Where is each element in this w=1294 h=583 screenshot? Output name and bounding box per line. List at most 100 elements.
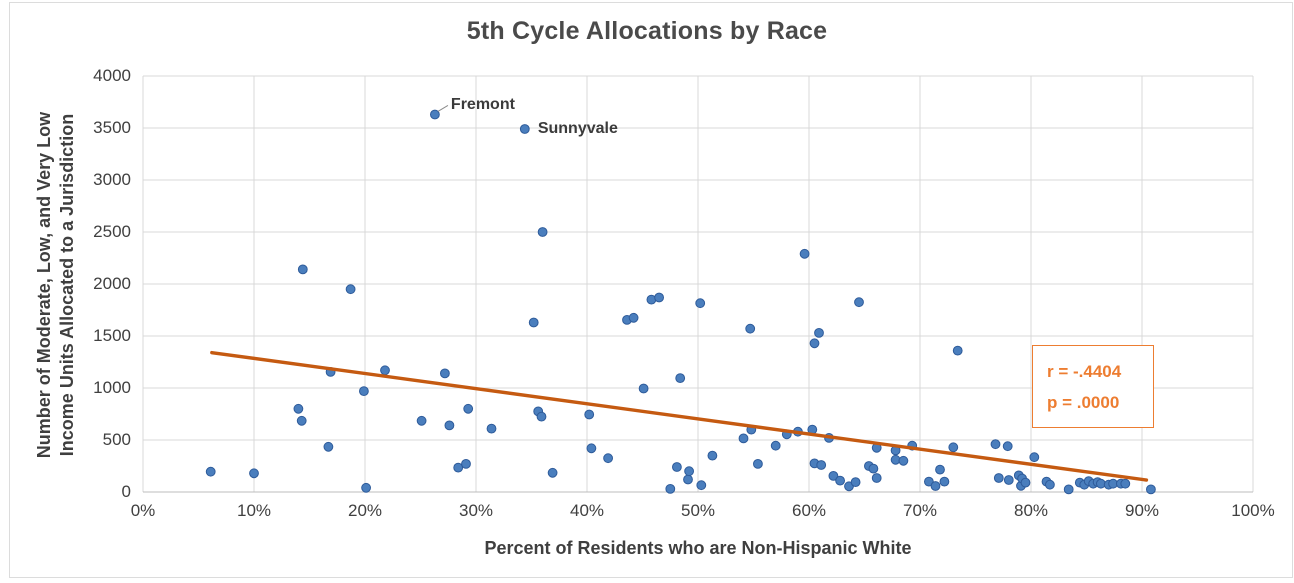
data-point	[638, 383, 649, 394]
data-point	[628, 312, 639, 323]
x-tick-label: 100%	[1231, 501, 1275, 520]
data-point	[205, 466, 216, 477]
y-tick-label: 1000	[93, 378, 131, 397]
data-point	[672, 462, 682, 472]
data-point	[695, 298, 706, 309]
data-point	[359, 386, 369, 397]
data-point	[871, 473, 882, 483]
chart-frame-border	[9, 2, 1293, 578]
x-tick-label: 50%	[680, 501, 716, 520]
data-point	[828, 471, 839, 481]
data-point	[603, 453, 613, 464]
point-label-sunnyvale: Sunnyvale	[537, 120, 618, 138]
data-point	[854, 297, 864, 308]
data-point	[380, 365, 390, 376]
data-point	[586, 443, 597, 454]
y-tick-label: 500	[102, 430, 131, 449]
y-tick-label: 4000	[93, 66, 131, 85]
data-point	[1045, 479, 1055, 490]
data-point	[1029, 452, 1040, 463]
data-point	[453, 462, 464, 473]
data-point	[745, 323, 756, 334]
data-point	[249, 468, 259, 479]
data-point	[654, 292, 664, 303]
x-tick-label: 10%	[236, 501, 272, 520]
data-point	[416, 415, 427, 426]
data-point	[1146, 484, 1156, 495]
data-point	[930, 481, 941, 491]
data-point	[323, 441, 334, 452]
y-tick-label: 0	[121, 482, 131, 501]
data-point	[444, 420, 455, 431]
data-point	[684, 466, 694, 477]
data-point	[1003, 475, 1014, 485]
x-tick-label: 80%	[1013, 501, 1049, 520]
data-point	[898, 455, 909, 466]
data-point	[1120, 478, 1131, 489]
data-point	[990, 439, 1001, 450]
data-point	[293, 403, 304, 414]
data-point	[935, 464, 945, 475]
data-point	[440, 368, 450, 379]
x-tick-label: 90%	[1124, 501, 1160, 520]
fremont-leader-line	[437, 105, 449, 112]
point-label-fremont: Fremont	[450, 96, 515, 114]
data-point	[850, 477, 861, 488]
data-point	[463, 403, 474, 414]
data-point	[1020, 477, 1031, 488]
data-point	[738, 433, 749, 444]
data-point	[296, 415, 307, 426]
data-point	[461, 459, 471, 469]
data-point	[835, 475, 845, 486]
data-point	[809, 338, 820, 349]
data-point	[696, 480, 707, 491]
data-point	[993, 473, 1004, 483]
x-tick-label: 0%	[130, 501, 156, 520]
data-point	[707, 450, 718, 461]
data-point	[683, 474, 693, 485]
data-point	[1002, 441, 1013, 452]
data-point	[537, 227, 548, 237]
data-point	[952, 345, 963, 356]
y-tick-label: 1500	[93, 326, 131, 345]
x-tick-label: 60%	[791, 501, 827, 520]
data-point	[430, 109, 440, 120]
data-point	[675, 373, 686, 384]
y-tick-label: 2000	[93, 274, 131, 293]
x-axis-title: Percent of Residents who are Non-Hispani…	[484, 538, 912, 558]
data-point	[584, 409, 595, 420]
data-point	[528, 317, 539, 328]
x-tick-label: 40%	[569, 501, 605, 520]
y-tick-label: 3500	[93, 118, 131, 137]
data-point	[547, 467, 558, 478]
y-axis-title-line1: Number of Moderate, Low, and Very Low	[34, 111, 54, 459]
data-point	[924, 476, 934, 487]
p-value-text: p = .0000	[1047, 393, 1120, 412]
data-point	[536, 411, 547, 422]
y-tick-label: 3000	[93, 170, 131, 189]
stats-annotation-box: r = -.4404 p = .0000	[1032, 345, 1154, 428]
x-tick-label: 20%	[347, 501, 383, 520]
trend-line	[210, 350, 1149, 482]
data-point	[361, 482, 372, 493]
data-point	[753, 459, 763, 469]
data-point	[1063, 484, 1074, 495]
y-tick-label: 2500	[93, 222, 131, 241]
data-point	[770, 440, 781, 451]
data-point	[948, 442, 959, 453]
x-tick-label: 70%	[902, 501, 938, 520]
r-value-text: r = -.4404	[1047, 362, 1122, 381]
data-point	[345, 284, 356, 295]
data-point	[814, 328, 824, 338]
data-point	[868, 463, 879, 474]
data-point	[939, 476, 950, 487]
chart-title: 5th Cycle Allocations by Race	[466, 17, 828, 45]
data-point	[297, 264, 308, 275]
data-point	[816, 460, 827, 470]
data-point	[799, 248, 810, 259]
data-point	[486, 423, 497, 434]
data-point	[665, 484, 676, 494]
data-point	[519, 124, 530, 134]
